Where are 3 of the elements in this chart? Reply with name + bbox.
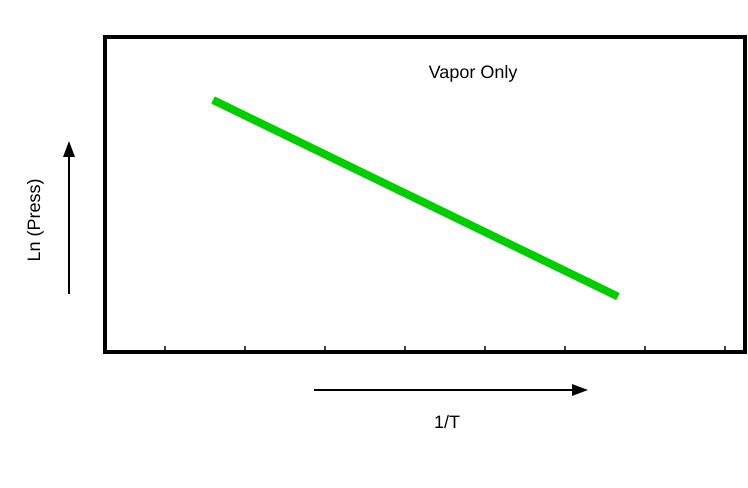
- y-axis-title: Ln (Press): [24, 178, 44, 262]
- text: Vapor Only: [428, 62, 518, 82]
- x-axis-title: 1/T: [434, 412, 460, 432]
